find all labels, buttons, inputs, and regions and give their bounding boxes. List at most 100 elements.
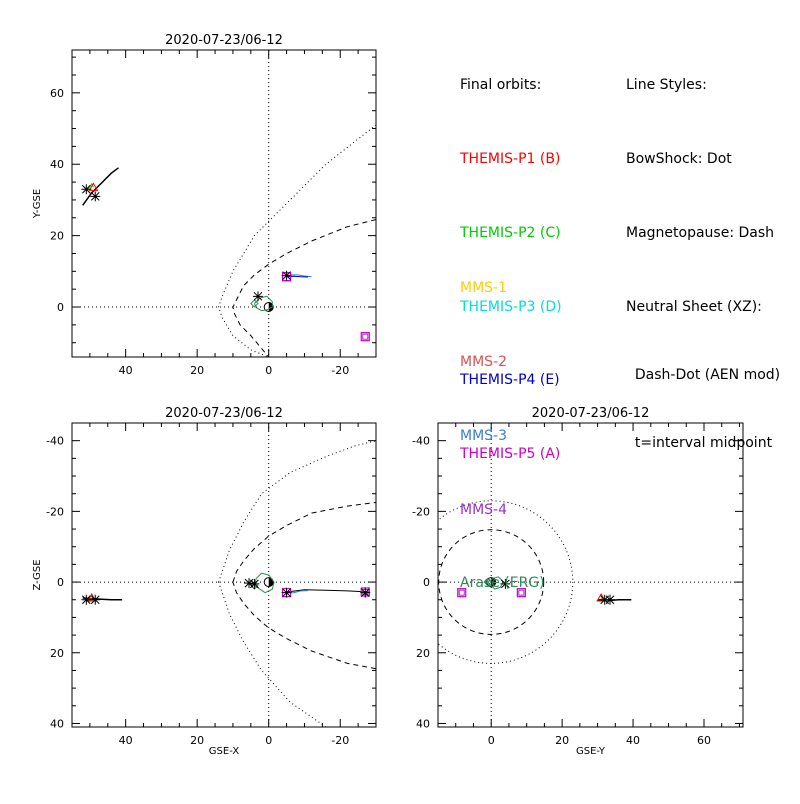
final-orbits-title: Final orbits: [460, 77, 542, 94]
position-marker [90, 191, 101, 202]
y-tick-label: -40 [412, 435, 430, 448]
other-missions-legend: MMS-1 MMS-2 MMS-3 MMS-4 Arase (ERG) [460, 227, 545, 645]
x-tick-label: 0 [488, 734, 495, 747]
x-axis-label: GSE-X [209, 746, 240, 757]
bowshock-upper-line [218, 581, 327, 727]
x-tick-label: 20 [190, 734, 204, 747]
panel-yz-plane: 0 20 40 60 40 20 0 -20 -40 2020-07-23/06-12 GSE-Y [412, 406, 744, 757]
position-marker [252, 291, 263, 302]
x-tick-label: 20 [190, 364, 204, 377]
style-midpoint: t=interval midpoint [626, 434, 773, 451]
legend-themis-p1: THEMIS-P1 (B) [460, 150, 561, 167]
x-tick-label: 40 [626, 734, 640, 747]
arase-line [253, 295, 273, 312]
y-tick-label: -20 [412, 505, 430, 518]
legend-themis-p5: THEMIS-P5 (A) [460, 446, 561, 463]
y-tick-label: -20 [46, 505, 64, 518]
x-tick-label: 0 [265, 734, 272, 747]
magnetopause-lower-line [232, 502, 376, 583]
x-tick-label: 20 [555, 734, 569, 747]
arase-diamond-symbol [250, 581, 259, 590]
position-marker [90, 594, 101, 605]
neutral-sheet-line [286, 589, 369, 593]
bowshock-line [218, 124, 376, 357]
legend-arase: Arase (ERG) [460, 575, 545, 592]
arase-diamond-symbol [250, 299, 259, 308]
arase-diamond-symbol [483, 577, 492, 587]
y-tick-label: 20 [50, 230, 64, 243]
themis-square-symbol [360, 332, 370, 342]
position-marker [281, 270, 292, 281]
earth-night-side [491, 577, 496, 587]
x-tick-label: -20 [331, 734, 349, 747]
plot-data-area [81, 440, 376, 727]
gsat-track-line [82, 167, 119, 206]
position-marker [81, 184, 92, 195]
y-tick-label: 40 [50, 717, 64, 730]
plot-frame [71, 49, 377, 358]
position-marker [605, 594, 616, 605]
y-tick-label: 20 [50, 647, 64, 660]
y-tick-label: -40 [46, 435, 64, 448]
x-tick-label: 40 [119, 734, 133, 747]
y-tick-label: 20 [416, 647, 430, 660]
arase-line [253, 572, 275, 594]
mms-square-symbol [362, 333, 369, 340]
y-tick-label: 40 [416, 717, 430, 730]
legend-mms-3: MMS-3 [460, 427, 508, 444]
plot-data-area [438, 500, 632, 664]
legend-themis-p3: THEMIS-P3 (D) [460, 298, 562, 315]
position-marker [599, 594, 610, 605]
gsat-track-line [82, 597, 123, 601]
legend-themis-p2: THEMIS-P2 (C) [460, 224, 561, 241]
plot-title: 2020-07-23/06-12 [532, 406, 650, 421]
line-styles-legend: Line Styles: BowShock: Dot Magnetopause:… [626, 24, 780, 505]
y-tick-label: 0 [57, 576, 64, 589]
style-bowshock: BowShock: Dot [626, 150, 732, 167]
themis-track-line [286, 275, 309, 278]
plot-data-area [81, 124, 376, 357]
legend-themis-p4: THEMIS-P4 (E) [460, 372, 560, 389]
style-magnetopause: Magnetopause: Dash [626, 224, 775, 241]
y-tick-label: 40 [50, 158, 64, 171]
x-tick-label: 0 [265, 364, 272, 377]
triangle-symbol [88, 182, 99, 191]
position-marker [244, 578, 255, 589]
x-tick-label: 60 [697, 734, 711, 747]
x-axis-label: GSE-Y [576, 746, 606, 757]
bowshock-circle [438, 500, 574, 664]
bowshock-lower-line [218, 440, 376, 583]
position-marker [360, 587, 371, 598]
panel-xz-plane: 40 20 0 -20 40 20 0 -20 -40 2020-07-23/06-12 GSE-X… [32, 406, 377, 757]
final-orbits-legend: Final orbits: THEMIS-P1 (B) THEMIS-P2 (C… [460, 24, 562, 516]
line-styles-title: Line Styles: [626, 77, 707, 94]
y-tick-label: 0 [57, 301, 64, 314]
magnetopause-upper-line [232, 581, 376, 670]
panel-xy-plane: 40 20 0 -20 0 20 40 60 2020-07-23/06-12 Y-GSE [32, 33, 377, 377]
mms-square-symbol [458, 589, 465, 596]
x-tick-label: 40 [119, 364, 133, 377]
plot-title: 2020-07-23/06-12 [165, 406, 283, 421]
triangle-symbol [596, 592, 607, 602]
y-tick-label: 60 [50, 87, 64, 100]
y-tick-label: 0 [423, 576, 430, 589]
legend-mms-2: MMS-2 [460, 353, 508, 370]
y-axis-label: Z-GSE [32, 559, 43, 590]
position-marker [81, 594, 92, 605]
plot-title: 2020-07-23/06-12 [165, 33, 283, 48]
mms-square-symbol [518, 589, 525, 596]
position-marker [249, 578, 260, 589]
plot-frame [437, 422, 744, 728]
position-marker [500, 578, 511, 589]
legend-mms-4: MMS-4 [460, 501, 508, 518]
themis-square-symbol [457, 588, 467, 598]
magnetopause-circle [438, 529, 545, 635]
style-dash-dot: Dash-Dot (AEN mod) [626, 366, 781, 383]
style-neutral-sheet: Neutral Sheet (XZ): [626, 298, 762, 315]
themis-square-symbol [516, 588, 526, 598]
x-tick-label: -20 [331, 364, 349, 377]
y-axis-label: Y-GSE [32, 189, 43, 219]
magnetopause-line [232, 219, 376, 357]
